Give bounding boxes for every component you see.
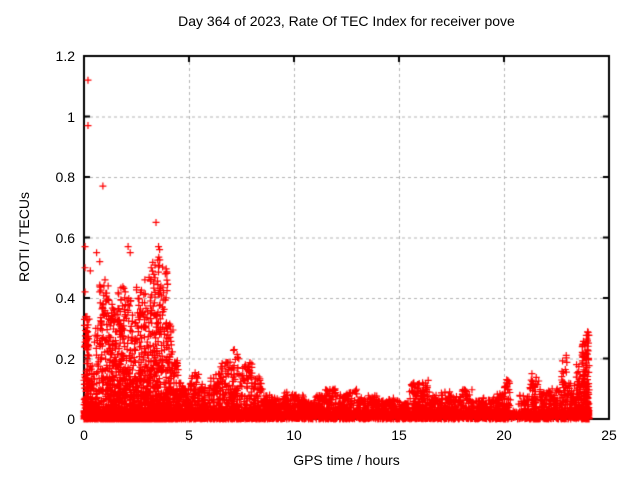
chart-title: Day 364 of 2023, Rate Of TEC Index for r… <box>178 13 515 29</box>
y-tick-label: 0.2 <box>55 350 75 367</box>
x-tick-label: 25 <box>601 427 617 443</box>
y-tick-label: 0 <box>67 411 75 427</box>
x-tick-label: 15 <box>391 427 407 443</box>
x-tick-label: 0 <box>80 427 88 443</box>
y-tick-label: 0.6 <box>55 229 75 246</box>
x-tick-label: 10 <box>286 427 302 443</box>
y-tick-label: 0.4 <box>55 290 75 306</box>
y-tick-label: 1 <box>67 108 75 125</box>
y-tick-label: 0.8 <box>55 169 75 185</box>
x-axis-title: GPS time / hours <box>293 452 400 468</box>
x-tick-label: 20 <box>496 427 512 443</box>
y-tick-label: 1.2 <box>55 48 75 64</box>
x-tick-label: 5 <box>185 427 193 443</box>
